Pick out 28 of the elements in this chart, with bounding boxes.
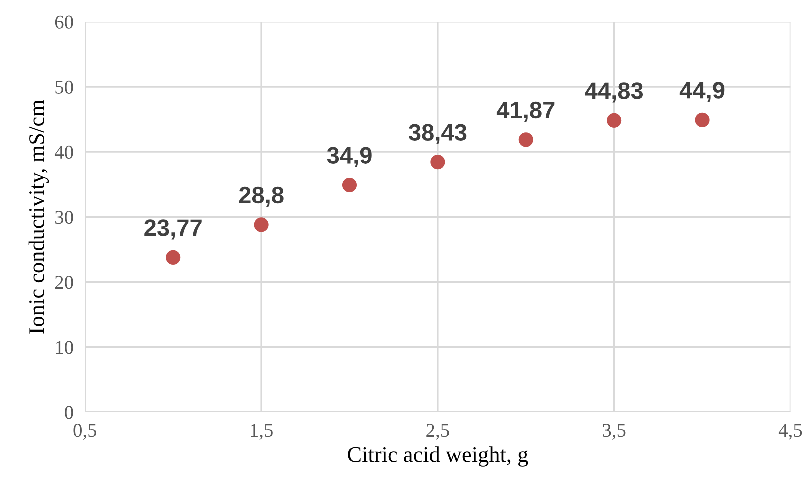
point bbox=[254, 218, 269, 232]
x-axis-title: Citric acid weight, g bbox=[348, 446, 528, 467]
point bbox=[518, 132, 534, 148]
data-label: 44,9 bbox=[680, 82, 725, 102]
x-tick-label: 0,5 bbox=[74, 424, 97, 440]
y-tick-label: 30 bbox=[56, 210, 74, 224]
x-tick-label: 1,5 bbox=[251, 424, 273, 440]
data-label: 41,87 bbox=[496, 102, 555, 122]
y-tick-label: 0 bbox=[65, 406, 74, 420]
x-tick-label: 2,5 bbox=[426, 424, 450, 440]
data-label: 38,43 bbox=[408, 124, 467, 144]
x-tick-label: 3,5 bbox=[603, 424, 626, 440]
data-label: 44,83 bbox=[585, 82, 644, 103]
x-tick-label: 4,5 bbox=[778, 424, 802, 440]
point bbox=[342, 178, 358, 193]
point bbox=[607, 113, 622, 128]
data-label: 34,9 bbox=[327, 147, 372, 168]
point bbox=[166, 250, 181, 265]
y-tick-label: 60 bbox=[55, 16, 74, 29]
point bbox=[430, 155, 446, 170]
y-tick-label: 40 bbox=[54, 146, 74, 160]
data-label: 23,77 bbox=[144, 220, 202, 240]
y-tick-label: 50 bbox=[56, 80, 74, 94]
point bbox=[695, 112, 710, 128]
y-axis-title: Ionic conductivity, mS/cm bbox=[28, 100, 50, 334]
y-tick-label: 10 bbox=[56, 341, 74, 354]
data-label: 28,8 bbox=[239, 186, 284, 208]
y-tick-label: 20 bbox=[55, 276, 74, 290]
